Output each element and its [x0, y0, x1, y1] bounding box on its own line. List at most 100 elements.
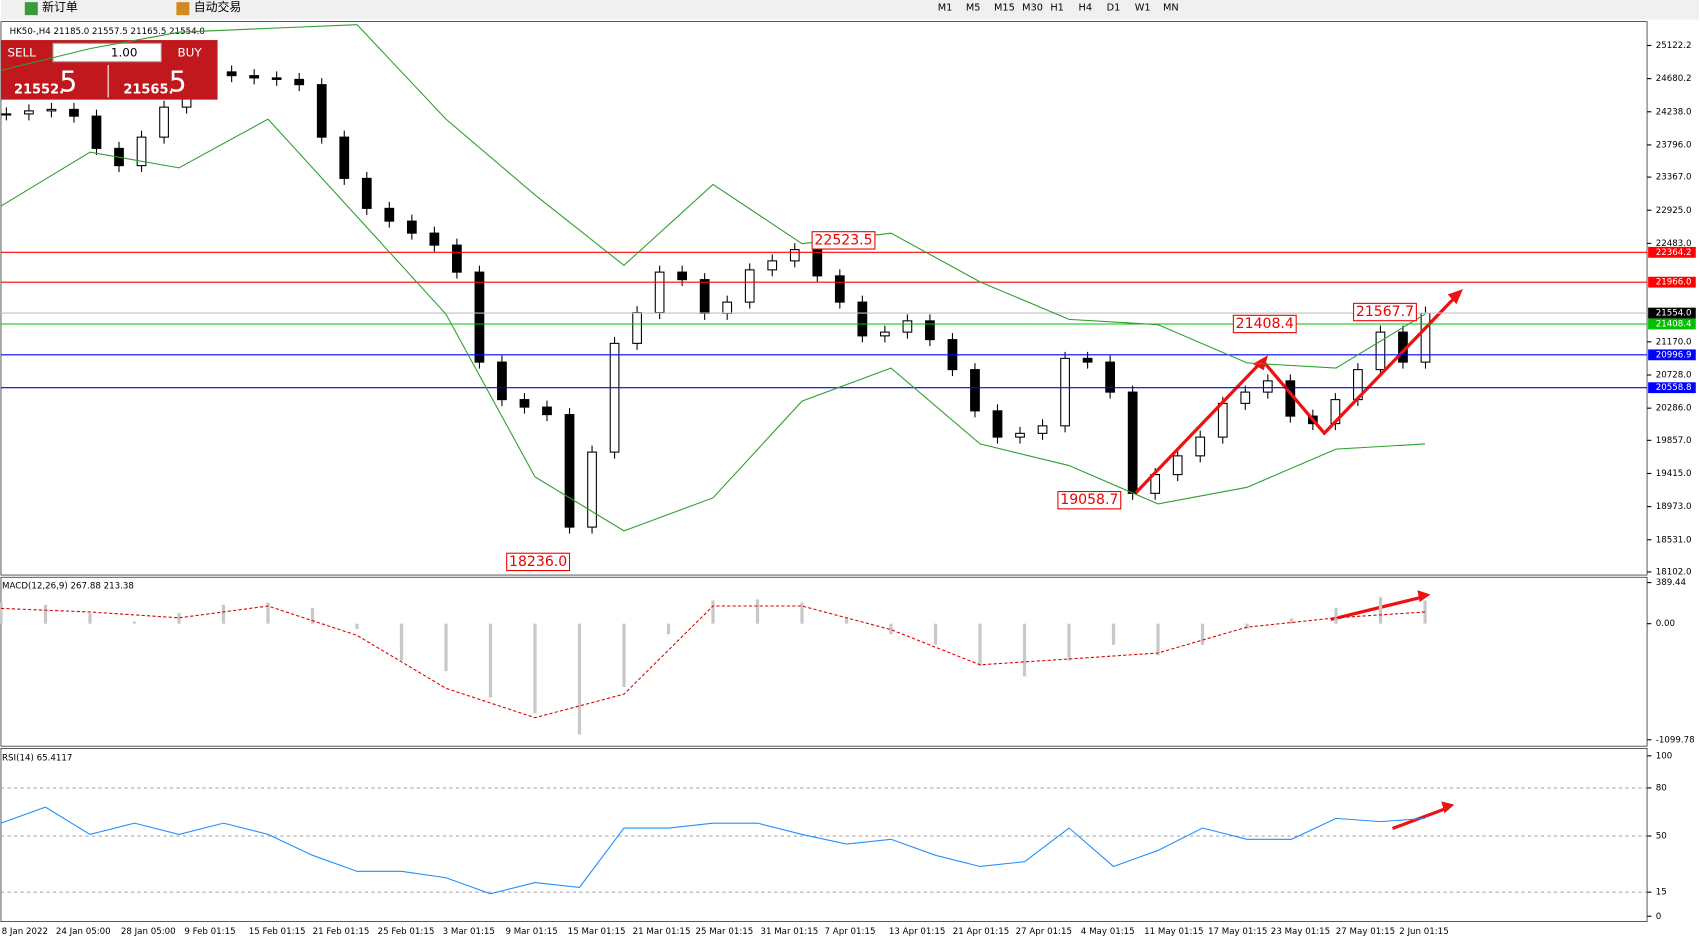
arrow-head: [1447, 289, 1463, 305]
macd-bar: [711, 600, 715, 624]
candle: [699, 279, 710, 314]
macd-bar: [1156, 623, 1160, 656]
macd-bar: [666, 623, 671, 635]
volume[interactable]: 1.00: [111, 46, 138, 60]
macd-arrow: [1330, 595, 1425, 622]
time-label: 4 May 01:15: [1081, 927, 1135, 937]
rsi-label: RSI(14) 65.4117: [2, 754, 72, 764]
timeframe[interactable]: W1: [1135, 3, 1151, 14]
candle: [992, 410, 1003, 438]
level-tag: [1648, 382, 1696, 394]
timeframe[interactable]: H1: [1050, 3, 1064, 14]
time-label: 24 Jan 05:00: [56, 927, 111, 937]
candle: [1060, 357, 1070, 427]
candle: [902, 320, 913, 333]
candle: [1, 113, 12, 116]
candle: [542, 406, 552, 416]
candle: [429, 232, 440, 246]
auto-trading[interactable]: 自动交易: [194, 0, 242, 14]
timeframe[interactable]: H4: [1079, 3, 1093, 14]
candle: [812, 249, 823, 277]
macd-tick-label: 0.00: [1656, 619, 1675, 629]
timeframe[interactable]: M1: [938, 3, 953, 14]
macd-bar: [221, 604, 226, 624]
candle: [69, 108, 79, 117]
candle: [226, 71, 237, 77]
new-order-icon[interactable]: [24, 2, 38, 16]
time-label: 21 Mar 01:15: [633, 927, 691, 937]
ask-digit: 5: [169, 65, 187, 98]
candle: [879, 331, 890, 337]
price-panel: [0, 21, 1648, 576]
arrow-head: [1417, 590, 1431, 603]
candle: [1015, 432, 1025, 438]
annotation: 22523.5: [814, 232, 872, 248]
y-tick-label: 19857.0: [1656, 436, 1692, 446]
candle: [834, 275, 845, 303]
macd-bar: [889, 623, 893, 635]
candle: [339, 136, 350, 179]
y-tick-label: 18102.0: [1656, 567, 1692, 577]
candle: [497, 361, 507, 401]
candle: [316, 84, 327, 138]
candle: [519, 399, 530, 408]
macd-bar: [444, 623, 448, 672]
macd-panel: [0, 576, 1648, 747]
bid-price: 21552.: [14, 82, 64, 97]
level-tag: [1648, 318, 1696, 330]
candle: [1240, 391, 1251, 404]
candle: [789, 249, 800, 262]
candle: [1037, 425, 1048, 434]
timeframe[interactable]: D1: [1107, 3, 1121, 14]
macd-bar: [132, 621, 137, 624]
candle: [249, 75, 260, 79]
time-label: 25 Feb 01:15: [378, 927, 435, 937]
auto-trading-icon[interactable]: [176, 2, 190, 16]
time-label: 31 Mar 01:15: [760, 927, 818, 937]
macd-bar: [310, 607, 315, 624]
candle: [294, 78, 305, 86]
new-order[interactable]: 新订单: [42, 0, 78, 14]
y-tick-label: 21170.0: [1656, 337, 1692, 347]
timeframe[interactable]: M30: [1022, 3, 1043, 14]
macd-bar: [978, 623, 982, 666]
buy-button[interactable]: BUY: [177, 46, 202, 60]
timeframe[interactable]: M5: [966, 3, 981, 14]
candle: [406, 220, 417, 234]
candle: [1082, 357, 1093, 363]
candle: [1217, 402, 1228, 438]
candle: [1375, 331, 1386, 371]
y-tick-label: 22925.0: [1656, 206, 1692, 216]
annotation: 21567.7: [1356, 304, 1414, 320]
rsi-arrow: [1391, 806, 1449, 830]
time-label: 11 May 01:15: [1144, 927, 1203, 937]
candle: [744, 269, 755, 303]
macd-bar: [844, 618, 849, 624]
macd-bar: [1111, 623, 1116, 645]
symbol-info: HK50-,H4 21185.0 21557.5 21165.5 21554.0: [10, 27, 205, 37]
candle: [474, 271, 485, 363]
rsi-tick-label: 50: [1656, 832, 1667, 842]
macd-bar: [355, 623, 359, 629]
sell-button[interactable]: SELL: [7, 46, 36, 60]
candle: [1195, 436, 1206, 457]
timeframe[interactable]: M15: [994, 3, 1015, 14]
volume-box[interactable]: [52, 42, 162, 63]
ask-price: 21565.: [123, 82, 173, 97]
macd-tick-label: 389.44: [1656, 578, 1687, 588]
candle: [1172, 455, 1183, 476]
annotation: 19058.7: [1060, 492, 1118, 508]
time-label: 28 Jan 05:00: [121, 927, 176, 937]
time-label: 23 May 01:15: [1271, 927, 1330, 937]
level-tag: [1648, 276, 1696, 288]
candle: [632, 312, 642, 344]
time-label: 7 Apr 01:15: [825, 927, 876, 937]
y-tick-label: 20728.0: [1656, 371, 1692, 381]
time-label: 13 Apr 01:15: [889, 927, 945, 937]
y-tick-label: 23796.0: [1656, 140, 1692, 150]
timeframe[interactable]: MN: [1163, 3, 1179, 14]
candle: [1105, 361, 1115, 393]
time-label: 9 Feb 01:15: [184, 927, 235, 937]
candle: [654, 271, 665, 314]
